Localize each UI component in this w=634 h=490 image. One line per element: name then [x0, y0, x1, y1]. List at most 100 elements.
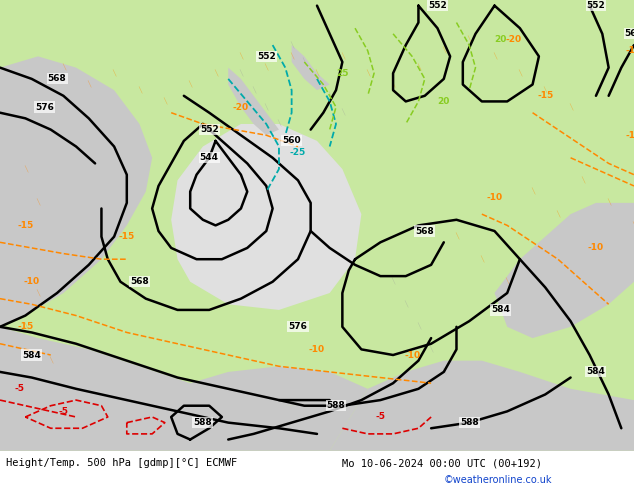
Text: 20: 20 [495, 35, 507, 44]
Text: -10: -10 [404, 350, 420, 360]
Text: ╲: ╲ [569, 103, 573, 111]
Text: -5: -5 [58, 407, 68, 416]
Polygon shape [292, 45, 330, 90]
Text: ╲: ╲ [505, 278, 509, 285]
Text: 568: 568 [130, 277, 149, 286]
Text: ╲: ╲ [302, 58, 306, 66]
Polygon shape [171, 124, 361, 310]
Text: ╲: ╲ [467, 36, 471, 43]
Text: ╲: ╲ [112, 70, 116, 77]
Text: 588: 588 [460, 418, 479, 427]
Text: ╲: ╲ [252, 87, 256, 94]
Text: -15: -15 [17, 221, 34, 230]
Polygon shape [330, 361, 634, 451]
Text: 568: 568 [415, 226, 434, 236]
Text: 588: 588 [193, 418, 212, 427]
Text: ╲: ╲ [493, 53, 496, 60]
Text: -15: -15 [119, 232, 135, 241]
Text: ╲: ╲ [23, 323, 27, 330]
Text: ╲: ╲ [87, 81, 91, 88]
Text: -10: -10 [486, 193, 503, 202]
Text: -15: -15 [17, 322, 34, 331]
Polygon shape [0, 0, 634, 141]
Text: ╲: ╲ [277, 121, 281, 127]
Text: Mo 10-06-2024 00:00 UTC (00+192): Mo 10-06-2024 00:00 UTC (00+192) [342, 458, 542, 468]
Text: 576: 576 [288, 322, 307, 331]
Text: ╲: ╲ [239, 53, 243, 60]
Text: ╲: ╲ [366, 70, 370, 77]
Text: ╲: ╲ [607, 199, 611, 206]
Text: 588: 588 [327, 401, 346, 410]
Text: ╲: ╲ [264, 64, 268, 71]
Text: ╲: ╲ [404, 301, 408, 308]
Text: ╲: ╲ [429, 346, 433, 353]
Text: -15: -15 [537, 91, 553, 100]
Text: ╲: ╲ [543, 87, 547, 94]
Text: ╲: ╲ [391, 278, 395, 285]
Text: -10: -10 [626, 131, 634, 140]
Text: 552: 552 [257, 52, 276, 61]
Text: ╲: ╲ [138, 87, 141, 94]
Text: ╲: ╲ [328, 92, 332, 99]
Text: ©weatheronline.co.uk: ©weatheronline.co.uk [444, 475, 552, 485]
Text: ╲: ╲ [290, 53, 294, 60]
Text: 20: 20 [437, 97, 450, 106]
Polygon shape [228, 68, 279, 135]
Text: ╲: ╲ [417, 323, 420, 330]
Text: -5: -5 [14, 384, 24, 393]
Text: 568: 568 [624, 29, 634, 38]
Text: ╲: ╲ [163, 98, 167, 105]
Text: 584: 584 [491, 305, 510, 315]
Text: -25: -25 [290, 147, 306, 157]
Polygon shape [0, 56, 152, 327]
Text: ╲: ╲ [581, 177, 585, 184]
Text: ╲: ╲ [480, 256, 484, 263]
Text: -10: -10 [23, 277, 40, 286]
Text: -10: -10 [309, 345, 325, 354]
Text: ╲: ╲ [61, 64, 65, 71]
Text: ╲: ╲ [442, 47, 446, 54]
Text: -15: -15 [626, 46, 634, 55]
Text: ╲: ╲ [290, 42, 294, 49]
Text: -10: -10 [588, 244, 604, 252]
Polygon shape [495, 203, 634, 338]
Text: ╲: ╲ [36, 199, 40, 206]
Polygon shape [0, 327, 368, 451]
Text: ╲: ╲ [264, 103, 268, 111]
Text: ╲: ╲ [417, 64, 420, 71]
Text: ╲: ╲ [340, 53, 344, 60]
Text: ╲: ╲ [49, 357, 53, 364]
Text: ╲: ╲ [455, 233, 458, 240]
Text: ╲: ╲ [214, 70, 217, 77]
Text: ╲: ╲ [239, 70, 243, 77]
Text: ╲: ╲ [340, 109, 344, 116]
Polygon shape [342, 220, 520, 355]
Text: ╲: ╲ [531, 188, 534, 195]
Text: -20: -20 [505, 35, 522, 44]
Text: 552: 552 [428, 1, 447, 10]
Text: 552: 552 [586, 1, 605, 10]
Text: ╲: ╲ [391, 81, 395, 88]
Text: -5: -5 [375, 413, 385, 421]
Text: ╲: ╲ [23, 166, 27, 172]
Text: 25: 25 [336, 69, 349, 78]
Text: 544: 544 [200, 153, 219, 162]
Text: ╲: ╲ [315, 75, 319, 82]
Text: 568: 568 [48, 74, 67, 83]
Text: ╲: ╲ [442, 368, 446, 375]
Text: 584: 584 [586, 368, 605, 376]
Text: Height/Temp. 500 hPa [gdmp][°C] ECMWF: Height/Temp. 500 hPa [gdmp][°C] ECMWF [6, 458, 238, 468]
Text: 560: 560 [282, 136, 301, 146]
Text: ╲: ╲ [315, 70, 319, 77]
Text: ╲: ╲ [188, 81, 192, 88]
Polygon shape [0, 0, 634, 451]
Text: ╲: ╲ [36, 290, 40, 296]
Text: ╲: ╲ [632, 222, 634, 229]
Text: 576: 576 [35, 102, 54, 112]
Text: 584: 584 [22, 350, 41, 360]
Text: -20: -20 [233, 102, 249, 112]
Text: 552: 552 [200, 125, 219, 134]
Polygon shape [190, 367, 368, 406]
Text: ╲: ╲ [556, 211, 560, 218]
Text: ╲: ╲ [518, 70, 522, 77]
